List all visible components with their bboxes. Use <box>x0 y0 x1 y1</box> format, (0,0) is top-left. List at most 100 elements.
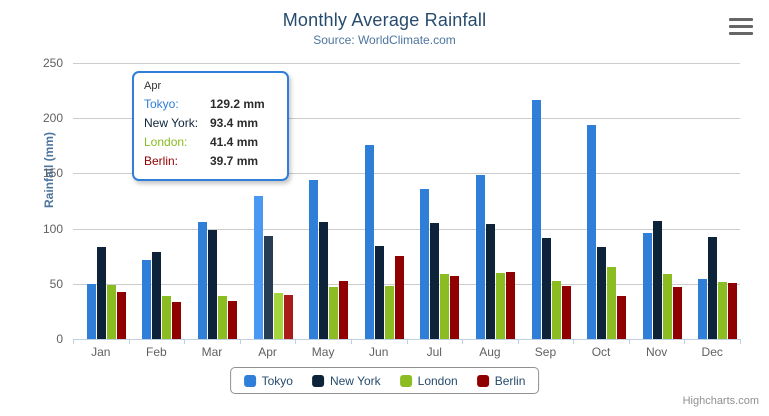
bar-new-york-jul[interactable] <box>430 223 440 339</box>
x-axis-tick <box>350 339 352 344</box>
y-axis-label-200: 200 <box>42 111 63 126</box>
bar-tokyo-dec[interactable] <box>698 278 708 339</box>
tooltip-series-value: 41.4 mm <box>210 135 259 149</box>
bar-new-york-mar[interactable] <box>208 230 218 339</box>
bar-london-nov[interactable] <box>662 273 672 339</box>
legend-item-london[interactable]: London <box>399 374 458 388</box>
bar-berlin-oct[interactable] <box>617 295 627 339</box>
bar-berlin-may[interactable] <box>339 280 349 339</box>
bar-london-mar[interactable] <box>218 295 228 339</box>
bar-berlin-aug[interactable] <box>505 272 515 339</box>
chart-title: Monthly Average Rainfall <box>282 10 487 30</box>
bar-new-york-nov[interactable] <box>652 221 662 339</box>
legend-swatch-icon <box>243 374 256 387</box>
legend: Tokyo New York London Berlin <box>229 367 540 394</box>
bar-berlin-jun[interactable] <box>394 255 404 339</box>
tooltip-series-label: New York: <box>144 116 199 130</box>
bar-new-york-apr[interactable] <box>263 235 273 339</box>
x-axis-tick <box>740 339 741 344</box>
tooltip-header: Apr <box>144 80 162 92</box>
bar-new-york-may[interactable] <box>319 221 329 339</box>
hamburger-menu-icon <box>729 25 753 28</box>
bar-tokyo-jul[interactable] <box>420 189 430 339</box>
bar-london-may[interactable] <box>329 287 339 339</box>
legend-item-label: Tokyo <box>261 373 293 388</box>
bar-new-york-jan[interactable] <box>96 246 106 339</box>
gridline-y-50 <box>73 283 740 285</box>
tooltip: Apr Tokyo: 129.2 mm New York: 93.4 mm London… <box>132 71 289 181</box>
bar-berlin-jul[interactable] <box>450 275 460 339</box>
tooltip-series-value: 129.2 mm <box>210 97 265 111</box>
bar-london-apr[interactable] <box>273 293 283 339</box>
bar-tokyo-apr[interactable] <box>253 196 263 339</box>
x-axis-label-nov: Nov <box>645 345 668 359</box>
bar-london-aug[interactable] <box>495 273 505 339</box>
bar-london-dec[interactable] <box>718 282 728 339</box>
bar-london-sep[interactable] <box>551 281 561 339</box>
legend-swatch-icon <box>476 374 489 387</box>
x-axis-tick <box>239 339 241 344</box>
bar-new-york-oct[interactable] <box>597 246 607 339</box>
x-axis-label-mar: Mar <box>201 345 223 359</box>
legend-item-new-york[interactable]: New York <box>311 374 381 388</box>
bar-london-jan[interactable] <box>106 285 116 339</box>
bar-berlin-feb[interactable] <box>172 302 182 339</box>
bar-berlin-nov[interactable] <box>672 287 682 339</box>
legend-item-label: Berlin <box>494 373 526 388</box>
x-axis-tick <box>406 339 408 344</box>
bar-berlin-mar[interactable] <box>228 300 238 339</box>
y-axis-label-150: 150 <box>42 166 63 181</box>
legend-swatch-icon <box>399 374 412 387</box>
bar-tokyo-jun[interactable] <box>364 144 374 339</box>
bar-tokyo-sep[interactable] <box>531 100 541 339</box>
bar-tokyo-nov[interactable] <box>642 233 652 339</box>
gridline-y-200 <box>73 118 740 120</box>
hamburger-menu-icon <box>729 18 753 21</box>
x-axis-tick <box>184 339 186 344</box>
bar-tokyo-oct[interactable] <box>587 124 597 339</box>
bar-london-jul[interactable] <box>440 273 450 339</box>
y-axis-label-0: 0 <box>56 332 63 346</box>
bar-new-york-dec[interactable] <box>708 237 718 339</box>
x-axis-label-jun: Jun <box>369 345 389 359</box>
x-axis-label-jul: Jul <box>426 345 442 359</box>
gridline-y-250 <box>73 63 740 64</box>
tooltip-series-value: 93.4 mm <box>210 116 259 130</box>
x-axis-tick <box>517 339 519 344</box>
x-axis-tick <box>684 339 686 344</box>
bar-new-york-sep[interactable] <box>541 238 551 339</box>
tooltip-series-label: Tokyo: <box>144 97 179 111</box>
bar-tokyo-jan[interactable] <box>86 283 96 339</box>
bar-london-feb[interactable] <box>162 296 172 339</box>
bar-berlin-apr[interactable] <box>283 295 293 339</box>
tooltip-row-tokyo: Tokyo: 129.2 mm <box>144 95 277 114</box>
bar-new-york-feb[interactable] <box>152 252 162 339</box>
x-axis-tick <box>295 339 297 344</box>
bar-new-york-jun[interactable] <box>374 245 384 339</box>
bar-london-jun[interactable] <box>384 285 394 339</box>
credits-link[interactable]: Highcharts.com <box>682 395 759 407</box>
bar-tokyo-mar[interactable] <box>198 221 208 339</box>
legend-item-tokyo[interactable]: Tokyo <box>243 373 293 388</box>
bar-tokyo-feb[interactable] <box>142 260 152 339</box>
bar-new-york-aug[interactable] <box>485 223 495 339</box>
x-axis-label-apr: Apr <box>258 345 277 359</box>
y-axis-label-100: 100 <box>42 221 63 236</box>
bar-berlin-dec[interactable] <box>728 282 738 339</box>
bar-tokyo-may[interactable] <box>309 180 319 339</box>
export-menu-button[interactable] <box>729 18 753 35</box>
hamburger-menu-icon <box>729 32 753 35</box>
x-axis-label-oct: Oct <box>591 345 611 359</box>
tooltip-row-london: London: 41.4 mm <box>144 133 277 152</box>
x-axis-tick <box>128 339 130 344</box>
bar-london-oct[interactable] <box>607 267 617 339</box>
tooltip-row-new-york: New York: 93.4 mm <box>144 114 277 133</box>
bar-berlin-jan[interactable] <box>116 292 126 339</box>
x-axis-label-feb: Feb <box>146 345 167 359</box>
tooltip-series-value: 39.7 mm <box>210 154 259 168</box>
bar-berlin-sep[interactable] <box>561 286 571 339</box>
legend-item-berlin[interactable]: Berlin <box>476 373 526 388</box>
bar-tokyo-aug[interactable] <box>475 175 485 339</box>
chart-subtitle: Source: WorldClimate.com <box>313 33 456 47</box>
x-axis-tick <box>73 339 74 344</box>
